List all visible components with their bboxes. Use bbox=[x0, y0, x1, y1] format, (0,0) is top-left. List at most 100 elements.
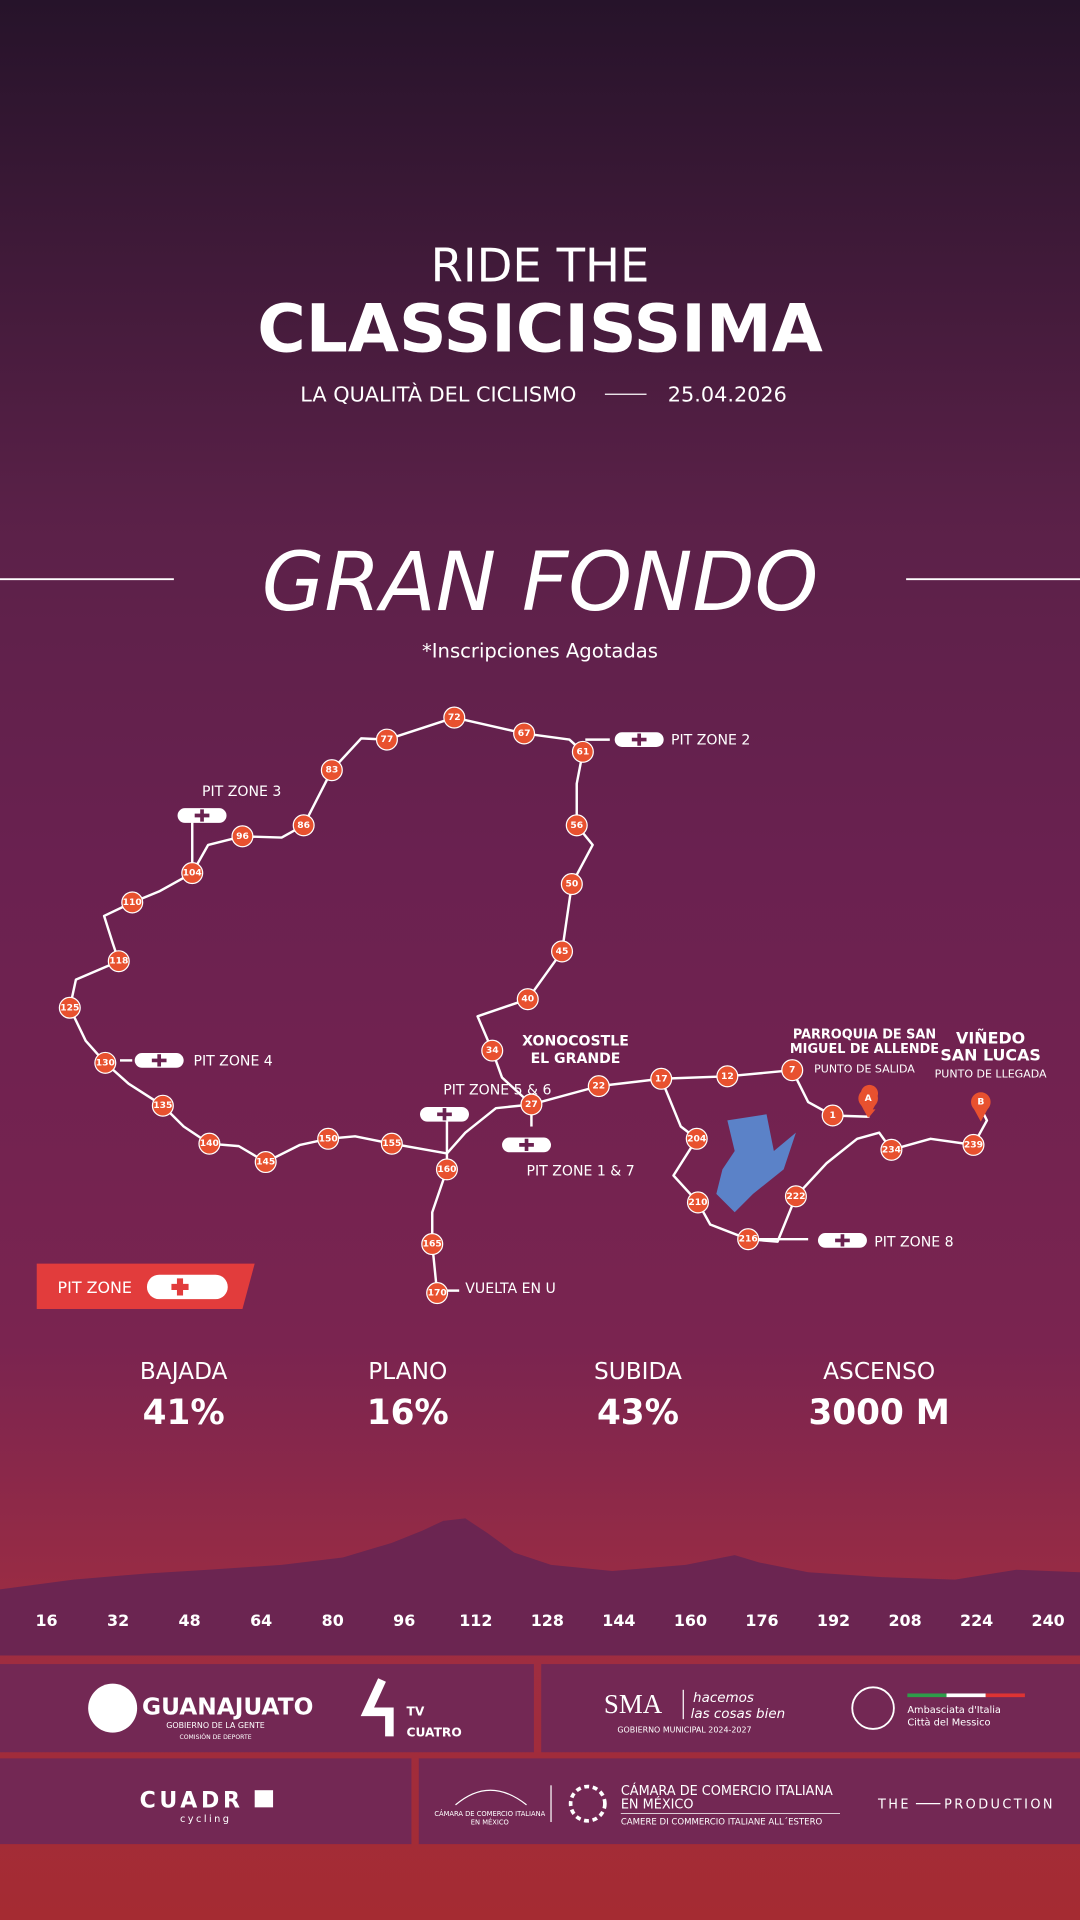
place: VUELTA EN U bbox=[465, 1281, 556, 1297]
pit-label: PIT ZONE 8 bbox=[874, 1235, 953, 1251]
km-marker bbox=[571, 740, 594, 763]
place: SAN LUCAS bbox=[940, 1045, 1041, 1064]
axis-label: 128 bbox=[531, 1611, 564, 1630]
km-label: 204 bbox=[687, 1133, 706, 1144]
sponsor: PRODUCTION bbox=[944, 1798, 1055, 1813]
axis-label: 64 bbox=[250, 1611, 272, 1630]
flag bbox=[985, 1693, 1025, 1698]
route-title: GRAN FONDO bbox=[262, 536, 818, 630]
km-marker bbox=[781, 1059, 804, 1082]
sponsor: GOBIERNO MUNICIPAL 2024-2027 bbox=[617, 1726, 751, 1735]
km-marker bbox=[426, 1282, 449, 1305]
km-marker bbox=[198, 1132, 221, 1155]
axis-label: 208 bbox=[888, 1611, 921, 1630]
stat-label: SUBIDA bbox=[594, 1358, 682, 1385]
km-label: 61 bbox=[576, 746, 589, 757]
place-note: PUNTO DE LLEGADA bbox=[935, 1068, 1047, 1081]
km-label: 234 bbox=[882, 1144, 901, 1155]
km-marker bbox=[443, 706, 466, 729]
km-marker bbox=[317, 1127, 340, 1150]
stat-label: PLANO bbox=[368, 1358, 447, 1385]
km-marker bbox=[421, 1233, 444, 1256]
pit-icon bbox=[519, 1138, 534, 1152]
km-label: 170 bbox=[428, 1288, 447, 1299]
pit-label: PIT ZONE 4 bbox=[193, 1053, 272, 1069]
km-label: 130 bbox=[96, 1057, 115, 1068]
km-label: 165 bbox=[423, 1239, 442, 1250]
sponsor: SMA bbox=[604, 1689, 663, 1719]
pit-label: PIT ZONE 3 bbox=[202, 784, 281, 800]
km-marker bbox=[254, 1151, 277, 1174]
elevation-profile bbox=[0, 1518, 1080, 1656]
km-label: 45 bbox=[556, 946, 569, 957]
logo bbox=[88, 1683, 138, 1733]
axis-label: 16 bbox=[35, 1611, 57, 1630]
km-marker bbox=[587, 1075, 610, 1098]
axis-label: 176 bbox=[745, 1611, 778, 1630]
km-label: 56 bbox=[570, 820, 583, 831]
pit-icon bbox=[835, 1234, 850, 1247]
pit-icon bbox=[194, 809, 210, 822]
logo bbox=[254, 1790, 274, 1808]
sponsor-box bbox=[541, 1664, 1080, 1753]
flag bbox=[907, 1693, 947, 1698]
km-marker bbox=[784, 1185, 807, 1208]
logo bbox=[455, 1789, 527, 1806]
place: VIÑEDO bbox=[956, 1028, 1025, 1047]
km-marker bbox=[513, 722, 536, 745]
sponsor: TV bbox=[407, 1705, 425, 1719]
pin-a bbox=[860, 1104, 876, 1118]
km-label: 155 bbox=[382, 1138, 401, 1149]
km-label: 17 bbox=[655, 1073, 668, 1084]
km-label: 135 bbox=[153, 1100, 172, 1111]
sponsor-box bbox=[0, 1758, 412, 1845]
sponsor-box bbox=[418, 1758, 1080, 1845]
axis-label: 32 bbox=[107, 1611, 129, 1630]
place: PARROQUIA DE SAN bbox=[793, 1027, 936, 1042]
date: 25.04.2026 bbox=[668, 383, 787, 407]
logo bbox=[360, 1678, 394, 1737]
km-marker bbox=[380, 1132, 403, 1155]
sponsor: COMISIÓN DE DEPORTE bbox=[179, 1732, 251, 1741]
axis-label: 48 bbox=[179, 1611, 201, 1630]
km-marker bbox=[516, 988, 539, 1011]
km-label: 27 bbox=[525, 1099, 538, 1110]
km-label: 96 bbox=[236, 831, 249, 842]
km-marker bbox=[551, 940, 574, 963]
km-marker bbox=[94, 1051, 117, 1074]
axis-label: 224 bbox=[960, 1611, 993, 1630]
header-line2: CLASSICISSIMA bbox=[257, 290, 823, 367]
km-label: 118 bbox=[109, 956, 128, 967]
pit-label: PIT ZONE 2 bbox=[671, 732, 750, 748]
stat-value: 41% bbox=[143, 1393, 225, 1433]
km-marker bbox=[292, 814, 315, 837]
legend-label: PIT ZONE bbox=[58, 1278, 132, 1297]
route-note: *Inscripciones Agotadas bbox=[422, 640, 658, 663]
sponsor: CÁMARA DE COMERCIO ITALIANA bbox=[434, 1809, 545, 1818]
sponsor: GOBIERNO DE LA GENTE bbox=[166, 1721, 265, 1730]
km-label: 67 bbox=[518, 728, 531, 739]
km-marker bbox=[151, 1094, 174, 1117]
km-marker bbox=[880, 1138, 903, 1161]
km-label: 145 bbox=[256, 1157, 275, 1168]
stat-value: 43% bbox=[597, 1393, 679, 1433]
km-label: 104 bbox=[183, 868, 202, 879]
place: EL GRANDE bbox=[531, 1051, 621, 1067]
km-label: 86 bbox=[297, 820, 310, 831]
km-marker bbox=[520, 1093, 543, 1116]
stats: BAJADA 41% PLANO 16% SUBIDA 43% ASCENSO 3000 M bbox=[140, 1358, 950, 1433]
km-marker bbox=[962, 1133, 985, 1156]
km-label: 140 bbox=[200, 1138, 219, 1149]
pit-icon bbox=[437, 1108, 452, 1121]
axis-label: 144 bbox=[602, 1611, 635, 1630]
logo bbox=[851, 1686, 895, 1730]
km-label: 1 bbox=[829, 1110, 835, 1121]
flag bbox=[946, 1693, 986, 1698]
km-label: 72 bbox=[448, 712, 461, 723]
km-marker bbox=[650, 1067, 673, 1090]
stat-label: ASCENSO bbox=[823, 1358, 935, 1385]
stat-value: 3000 M bbox=[808, 1393, 949, 1433]
place: MIGUEL DE ALLENDE bbox=[790, 1042, 939, 1057]
